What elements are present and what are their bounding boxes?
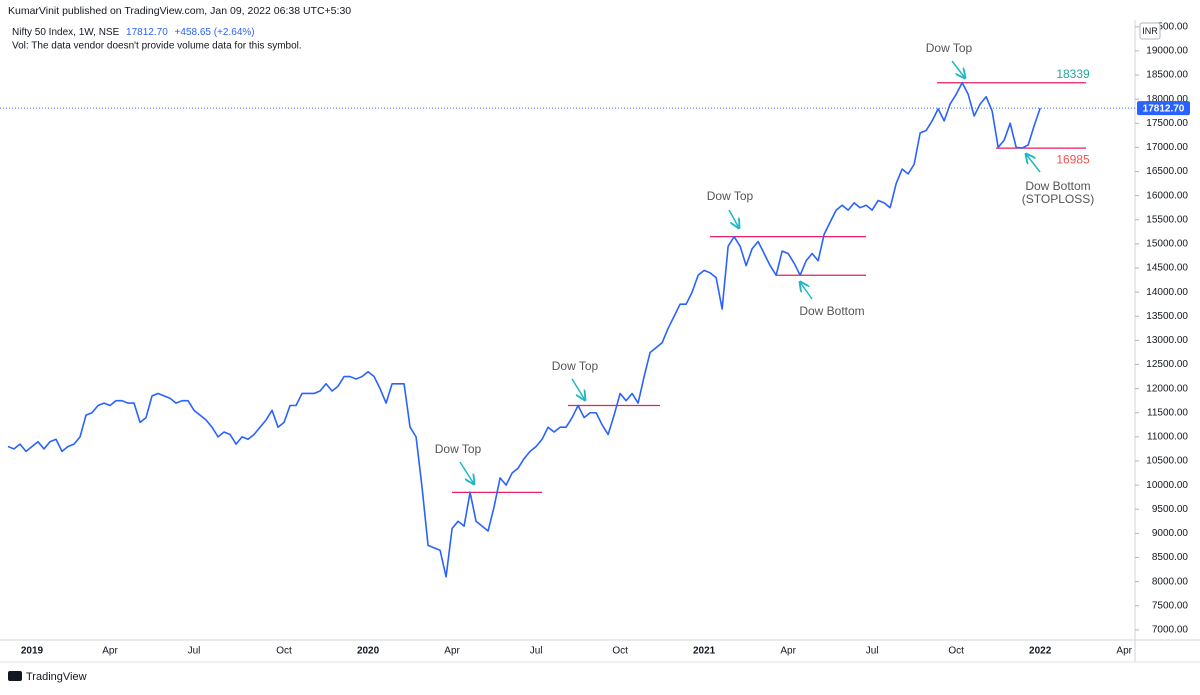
x-tick-label: Apr xyxy=(444,646,460,657)
y-tick-label: 11000.00 xyxy=(1147,432,1188,443)
y-tick-label: 14000.00 xyxy=(1146,287,1188,298)
price-line xyxy=(7,81,1041,578)
x-tick-label: Apr xyxy=(1116,646,1132,657)
y-tick-label: 9500.00 xyxy=(1152,504,1189,515)
annotation-arrow xyxy=(951,60,965,78)
y-tick-label: 16500.00 xyxy=(1146,166,1188,177)
annotation-arrow xyxy=(1026,154,1041,173)
y-tick-label: 17500.00 xyxy=(1146,118,1188,129)
x-tick-label: Jul xyxy=(530,646,543,657)
y-tick-label: 12000.00 xyxy=(1146,383,1188,394)
x-tick-label: 2020 xyxy=(357,646,380,657)
y-tick-label: 12500.00 xyxy=(1146,359,1188,370)
y-tick-label: 13500.00 xyxy=(1146,311,1188,322)
y-tick-label: 14500.00 xyxy=(1146,263,1188,274)
annotation-arrow xyxy=(728,209,739,228)
last-price: 17812.70 xyxy=(126,27,168,38)
legend: Nifty 50 Index, 1W, NSE 17812.70 +458.65… xyxy=(12,27,255,38)
brand: TradingView xyxy=(8,671,87,683)
x-tick-label: Oct xyxy=(276,646,292,657)
y-tick-label: 7500.00 xyxy=(1152,600,1189,611)
x-tick-label: Jul xyxy=(866,646,879,657)
y-tick-label: 8500.00 xyxy=(1152,552,1189,563)
level-label: 18339 xyxy=(1056,67,1090,81)
annotation-arrow xyxy=(459,461,474,484)
plot-area xyxy=(7,81,1086,578)
brand-name: TradingView xyxy=(26,671,87,683)
y-tick-label: 17000.00 xyxy=(1146,142,1188,153)
x-tick-label: Oct xyxy=(612,646,628,657)
currency: INR xyxy=(1142,26,1158,36)
brand-logo xyxy=(8,671,22,681)
annotation-text: (STOPLOSS) xyxy=(1022,192,1094,206)
y-tick-label: 10000.00 xyxy=(1146,480,1188,491)
y-tick-label: 15500.00 xyxy=(1146,214,1188,225)
y-tick-label: 13000.00 xyxy=(1146,335,1188,346)
annotation-arrow xyxy=(571,378,585,400)
annotation-text: Dow Top xyxy=(707,189,754,203)
last-price-tag xyxy=(1137,101,1190,116)
annotation-text: Dow Top xyxy=(926,41,973,55)
x-tick-label: 2022 xyxy=(1029,646,1052,657)
y-tick-label: 19000.00 xyxy=(1146,46,1188,57)
x-tick-label: 2019 xyxy=(21,646,44,657)
y-tick-label: 15000.00 xyxy=(1146,239,1188,250)
y-tick-label: 9000.00 xyxy=(1152,528,1189,539)
annotation-text: Dow Bottom xyxy=(799,304,864,318)
y-tick-label: 19500.00 xyxy=(1146,21,1188,32)
y-tick-label: 18000.00 xyxy=(1146,94,1188,105)
y-tick-label: 7000.00 xyxy=(1152,625,1189,636)
price-change: +458.65 (+2.64%) xyxy=(175,27,255,38)
annotation-text: Dow Top xyxy=(435,442,482,456)
annotation-text: Dow Top xyxy=(552,359,599,373)
publisher-line: KumarVinit published on TradingView.com,… xyxy=(8,5,351,17)
annotation-text: Dow Bottom xyxy=(1025,179,1090,193)
x-tick-label: 2021 xyxy=(693,646,716,657)
y-tick-label: 16000.00 xyxy=(1146,190,1188,201)
y-tick-label: 10500.00 xyxy=(1146,456,1188,467)
symbol-name: Nifty 50 Index, 1W, NSE xyxy=(12,27,120,38)
level-label: 16985 xyxy=(1056,152,1090,166)
volume-note: Vol: The data vendor doesn't provide vol… xyxy=(12,41,302,52)
annotation-arrow xyxy=(800,282,813,300)
y-tick-label: 8000.00 xyxy=(1152,576,1189,587)
last-price-tag-label: 17812.70 xyxy=(1143,103,1185,114)
x-tick-label: Apr xyxy=(102,646,118,657)
currency-badge xyxy=(1139,22,1161,40)
y-tick-label: 18500.00 xyxy=(1146,70,1188,81)
y-tick-label: 11500.00 xyxy=(1147,407,1188,418)
x-tick-label: Jul xyxy=(188,646,201,657)
x-tick-label: Apr xyxy=(780,646,796,657)
x-tick-label: Oct xyxy=(948,646,964,657)
